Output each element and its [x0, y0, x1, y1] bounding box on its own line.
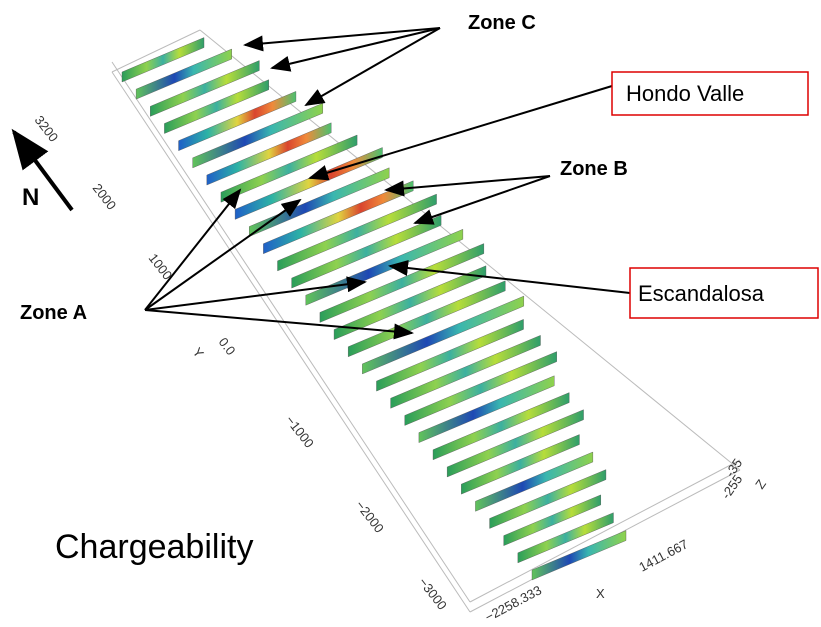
site-label: Escandalosa — [638, 281, 765, 306]
y-tick-label: 2000 — [90, 181, 120, 213]
zone-label: Zone A — [20, 302, 87, 324]
figure: Zone C Hondo Valle Zone B Escandalosa Zo… — [0, 0, 821, 627]
y-tick-label: −3000 — [416, 575, 450, 613]
slice — [504, 495, 601, 546]
z-axis-label: Z — [752, 477, 769, 492]
y-tick-label: −1000 — [283, 413, 317, 451]
y-tick-label: 3200 — [32, 113, 62, 145]
y-axis-label: Y — [190, 345, 207, 361]
slice — [518, 513, 614, 563]
zone-label: Zone C — [468, 12, 536, 34]
z-tick-label: -255 — [718, 472, 745, 502]
y-tick-label: 0.0 — [216, 335, 239, 358]
north-label: N — [22, 184, 39, 211]
site-label: Hondo Valle — [626, 81, 744, 106]
zone-label: Zone B — [560, 158, 628, 180]
title: Chargeability — [55, 528, 253, 566]
slice — [136, 49, 232, 99]
x-tick-label: 1411.667 — [636, 536, 690, 574]
x-tick-label: −2258.333 — [482, 582, 544, 624]
x-axis-label: X — [596, 586, 605, 601]
y-tick-label: −2000 — [353, 498, 387, 536]
slices — [122, 38, 626, 580]
slice — [532, 531, 626, 580]
